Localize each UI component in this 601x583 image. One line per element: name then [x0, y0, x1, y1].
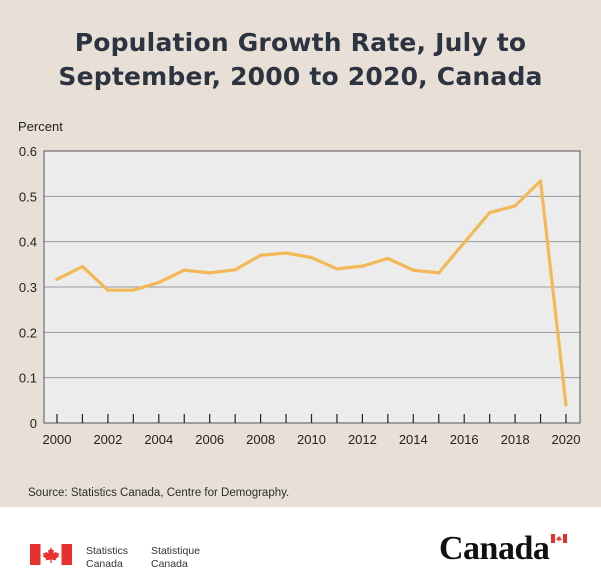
x-tick-label: 2020	[552, 432, 581, 447]
y-tick-label: 0.6	[19, 144, 37, 159]
data-point	[386, 256, 390, 261]
data-point	[488, 211, 492, 215]
x-tick-label: 2006	[195, 432, 224, 447]
y-tick-label: 0	[30, 416, 37, 431]
data-point	[80, 265, 85, 269]
data-point	[335, 267, 339, 271]
data-point	[259, 253, 263, 257]
data-point	[309, 255, 314, 260]
data-point	[284, 251, 288, 255]
source-note: Source: Statistics Canada, Centre for De…	[28, 487, 290, 499]
org-name-english: Statistics Canada	[86, 545, 129, 570]
data-point	[233, 268, 237, 272]
y-axis-label: Percent	[18, 119, 63, 134]
x-tick-label: 2012	[348, 432, 377, 447]
x-tick-label: 2000	[43, 432, 72, 447]
data-point	[462, 240, 466, 245]
chart-title: Population Growth Rate, July to Septembe…	[0, 26, 601, 94]
y-tick-label: 0.2	[19, 325, 37, 340]
org-name-french: Statistique Canada	[151, 545, 201, 570]
x-tick-label: 2014	[399, 432, 428, 447]
data-point	[411, 268, 415, 272]
title-line-2: September, 2000 to 2020, Canada	[58, 62, 543, 91]
x-tick-label: 2018	[501, 432, 530, 447]
data-point	[106, 288, 110, 292]
data-point	[55, 277, 59, 281]
x-tick-label: 2010	[297, 432, 326, 447]
x-tick-label: 2016	[450, 432, 479, 447]
data-point	[208, 271, 212, 275]
x-tick-label: 2008	[246, 432, 275, 447]
data-point	[538, 179, 543, 183]
footer: Statistics Canada Statistique Canada Can…	[0, 507, 601, 583]
data-point	[437, 271, 441, 275]
x-tick-label: 2002	[93, 432, 122, 447]
title-line-1: Population Growth Rate, July to	[74, 28, 527, 57]
data-point	[513, 204, 517, 208]
y-tick-label: 0.1	[19, 371, 37, 386]
y-tick-label: 0.4	[19, 235, 37, 250]
y-tick-label: 0.3	[19, 280, 37, 295]
data-point	[157, 280, 161, 285]
data-point	[131, 288, 135, 292]
canada-wordmark: Canada	[439, 530, 550, 567]
x-tick-label: 2004	[144, 432, 173, 447]
data-point	[564, 403, 568, 407]
wordmark-flag-icon	[551, 534, 567, 543]
line-chart: 0 0.1 0.2 0.3 0.4 0.5 0.6 Percent 2000 2002 2004 20…	[18, 119, 581, 447]
data-point	[182, 268, 186, 272]
canada-flag-icon	[30, 544, 72, 565]
data-point	[360, 264, 364, 268]
y-tick-label: 0.5	[19, 189, 37, 204]
